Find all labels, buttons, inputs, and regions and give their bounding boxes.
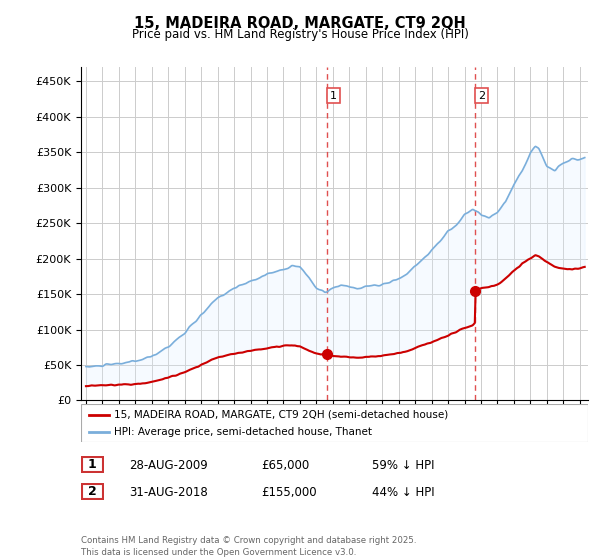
Text: 1: 1	[88, 458, 97, 472]
Text: 44% ↓ HPI: 44% ↓ HPI	[372, 486, 434, 500]
Text: £65,000: £65,000	[261, 459, 309, 473]
Text: Contains HM Land Registry data © Crown copyright and database right 2025.
This d: Contains HM Land Registry data © Crown c…	[81, 536, 416, 557]
Text: 31-AUG-2018: 31-AUG-2018	[129, 486, 208, 500]
Text: 2: 2	[88, 485, 97, 498]
Text: £155,000: £155,000	[261, 486, 317, 500]
Text: 15, MADEIRA ROAD, MARGATE, CT9 2QH: 15, MADEIRA ROAD, MARGATE, CT9 2QH	[134, 16, 466, 31]
FancyBboxPatch shape	[82, 484, 103, 500]
Text: 15, MADEIRA ROAD, MARGATE, CT9 2QH (semi-detached house): 15, MADEIRA ROAD, MARGATE, CT9 2QH (semi…	[114, 409, 448, 419]
Text: 59% ↓ HPI: 59% ↓ HPI	[372, 459, 434, 473]
Text: 2: 2	[478, 91, 485, 101]
FancyBboxPatch shape	[81, 404, 588, 442]
Text: 1: 1	[330, 91, 337, 101]
Text: Price paid vs. HM Land Registry's House Price Index (HPI): Price paid vs. HM Land Registry's House …	[131, 28, 469, 41]
FancyBboxPatch shape	[82, 457, 103, 473]
Text: 28-AUG-2009: 28-AUG-2009	[129, 459, 208, 473]
Text: HPI: Average price, semi-detached house, Thanet: HPI: Average price, semi-detached house,…	[114, 427, 372, 437]
